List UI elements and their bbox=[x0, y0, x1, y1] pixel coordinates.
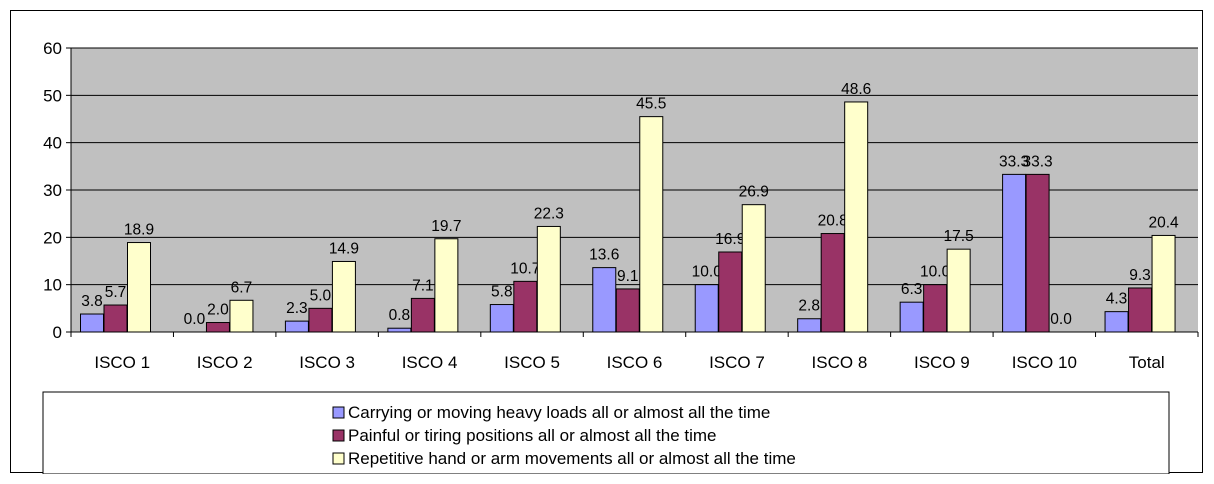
data-label: 14.9 bbox=[329, 240, 359, 257]
x-tick-label: Total bbox=[1129, 353, 1165, 372]
y-tick-label: 60 bbox=[43, 39, 62, 58]
bar bbox=[434, 238, 459, 333]
y-tick-label: 30 bbox=[43, 181, 62, 200]
bar bbox=[718, 251, 743, 333]
legend-entry: Painful or tiring positions all or almos… bbox=[348, 426, 717, 445]
data-label: 33.3 bbox=[999, 153, 1029, 170]
x-tick-label: ISCO 7 bbox=[709, 353, 765, 372]
bar bbox=[1151, 234, 1176, 333]
data-label: 0.0 bbox=[1050, 311, 1072, 328]
data-label: 9.3 bbox=[1129, 267, 1151, 284]
bar bbox=[1128, 287, 1153, 333]
data-label: 16.9 bbox=[715, 231, 745, 248]
data-label: 48.6 bbox=[841, 81, 871, 98]
chart-frame: 0 10 20 30 40 50 60 3.8 5.7 18.9 ISCO 1 0.0 2.0 6.7 IS… bbox=[10, 10, 1203, 474]
data-label: 26.9 bbox=[739, 184, 769, 201]
x-tick-label: ISCO 4 bbox=[402, 353, 458, 372]
data-label: 5.7 bbox=[105, 284, 127, 301]
legend-box bbox=[42, 391, 1170, 474]
bar bbox=[1104, 311, 1129, 333]
x-tick-label: ISCO 5 bbox=[504, 353, 560, 372]
bar bbox=[844, 101, 869, 333]
bar bbox=[694, 284, 719, 333]
bar bbox=[80, 313, 104, 333]
data-label: 45.5 bbox=[636, 96, 666, 113]
data-label: 2.8 bbox=[798, 298, 820, 315]
data-label: 5.8 bbox=[491, 284, 513, 301]
y-tick-label: 10 bbox=[43, 276, 62, 295]
data-label: 0.8 bbox=[389, 307, 411, 324]
data-label: 17.5 bbox=[944, 228, 974, 245]
data-label: 4.3 bbox=[1106, 291, 1128, 308]
bar bbox=[284, 320, 309, 333]
bar bbox=[1025, 173, 1050, 333]
data-label: 10.7 bbox=[510, 260, 540, 277]
data-label: 9.1 bbox=[617, 268, 639, 285]
bar bbox=[331, 260, 356, 333]
legend-swatch bbox=[332, 406, 345, 419]
bar bbox=[797, 318, 822, 333]
bar bbox=[229, 299, 254, 333]
bar bbox=[639, 116, 664, 333]
data-label: 18.9 bbox=[124, 222, 154, 239]
data-label: 22.3 bbox=[534, 205, 564, 222]
y-tick-label: 50 bbox=[43, 86, 62, 105]
bar bbox=[1002, 173, 1027, 333]
bar bbox=[899, 301, 924, 333]
x-tick-label: ISCO 3 bbox=[299, 353, 355, 372]
bar bbox=[387, 327, 412, 333]
data-label: 10.0 bbox=[692, 264, 723, 281]
bar bbox=[820, 233, 845, 333]
bar bbox=[946, 248, 971, 333]
bar bbox=[592, 267, 617, 333]
x-tick-label: ISCO 10 bbox=[1012, 353, 1077, 372]
bar bbox=[615, 288, 640, 333]
data-label: 7.1 bbox=[412, 277, 434, 294]
legend-swatch bbox=[332, 452, 345, 465]
bar bbox=[923, 284, 948, 333]
data-label: 33.3 bbox=[1023, 153, 1053, 170]
bar bbox=[741, 204, 766, 333]
data-label: 6.7 bbox=[231, 279, 253, 296]
bar bbox=[127, 242, 151, 333]
bar bbox=[513, 280, 538, 333]
data-label: 5.0 bbox=[310, 287, 332, 304]
data-label: 20.4 bbox=[1148, 214, 1179, 231]
data-label: 19.7 bbox=[431, 218, 461, 235]
y-tick-label: 40 bbox=[43, 134, 62, 153]
data-label: 13.6 bbox=[589, 247, 619, 264]
bar bbox=[489, 304, 514, 333]
x-tick-label: ISCO 6 bbox=[607, 353, 663, 372]
x-tick-label: ISCO 9 bbox=[914, 353, 970, 372]
data-label: 2.0 bbox=[207, 302, 229, 319]
bar bbox=[410, 297, 435, 333]
bar bbox=[205, 322, 230, 333]
data-label: 10.0 bbox=[920, 264, 951, 281]
legend-entry: Carrying or moving heavy loads all or al… bbox=[348, 403, 770, 422]
legend: Carrying or moving heavy loads all or al… bbox=[42, 391, 1170, 474]
x-tick-label: ISCO 8 bbox=[812, 353, 868, 372]
data-label: 2.3 bbox=[286, 300, 308, 317]
data-label: 20.8 bbox=[818, 213, 848, 230]
x-tick-label: ISCO 1 bbox=[94, 353, 150, 372]
bar bbox=[536, 225, 561, 333]
bar bbox=[103, 304, 128, 333]
bar bbox=[308, 307, 333, 333]
legend-swatch bbox=[332, 429, 345, 442]
y-tick-label: 20 bbox=[43, 228, 62, 247]
y-tick-label: 0 bbox=[53, 323, 62, 342]
legend-entry: Repetitive hand or arm movements all or … bbox=[348, 449, 796, 468]
x-tick-label: ISCO 2 bbox=[197, 353, 253, 372]
data-label: 3.8 bbox=[81, 293, 103, 310]
data-label: 6.3 bbox=[901, 281, 923, 298]
data-label: 0.0 bbox=[184, 311, 206, 328]
